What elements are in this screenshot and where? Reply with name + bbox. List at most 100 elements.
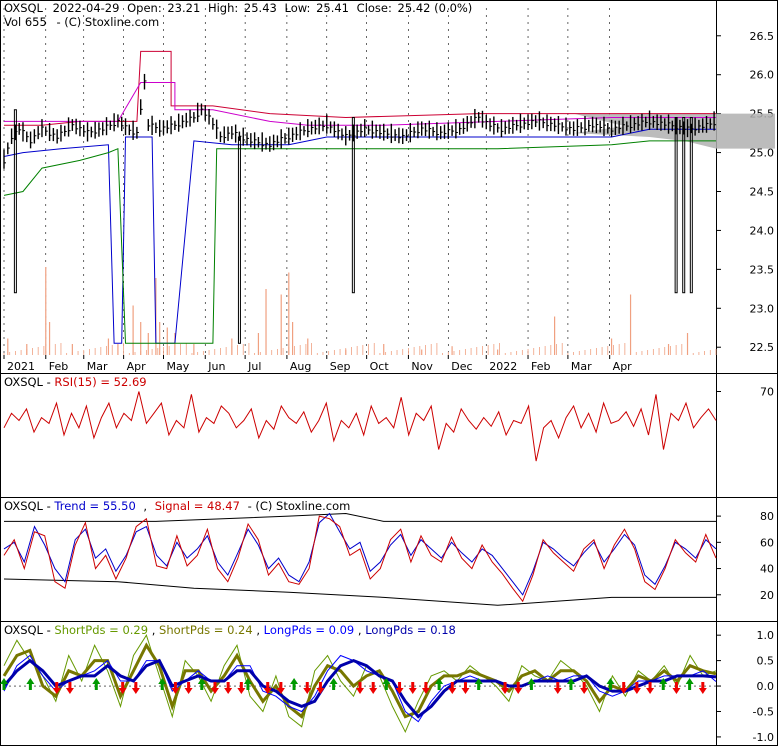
buy-arrow [0, 678, 8, 691]
long-pds-a-label: LongPds = 0.09 [264, 623, 355, 637]
price-x-tick-label: Aug [290, 360, 311, 373]
trend-title-prefix: OXSQL - [4, 499, 54, 513]
trend-y-tick-label: 80 [760, 510, 774, 523]
price-x-tick-label: Feb [531, 360, 550, 373]
buy-arrow [158, 678, 167, 691]
trend-envelope-top [4, 512, 716, 522]
rsi-title: OXSQL - RSI(15) = 52.69 [4, 375, 147, 389]
trend-y-tick-label: 40 [760, 563, 774, 576]
buy-arrow [527, 678, 536, 691]
sell-arrow [619, 682, 628, 695]
price-x-tick-label: Apr [127, 360, 147, 373]
buy-arrow [659, 678, 668, 691]
rsi-frame [0, 373, 778, 498]
price-y-tick-label: 22.5 [750, 341, 775, 354]
long-pds-b-label: LongPds = 0.18 [365, 623, 456, 637]
sell-arrow [698, 682, 707, 695]
sell-arrow [672, 682, 681, 695]
sell-arrow [316, 682, 325, 695]
price-x-tick-label: Mar [571, 360, 592, 373]
price-y-tick-label: 25.0 [750, 147, 775, 160]
price-y-tick-label: 24.5 [750, 186, 775, 199]
header-close: 25.42 (0.0%) [398, 1, 473, 15]
pds-y-tick-label: 1.0 [757, 629, 775, 642]
price-x-tick-label: Mar [87, 360, 108, 373]
price-header-line: OXSQL 2022-04-29 Open: 23.21 High: 25.43… [4, 1, 472, 15]
header-high: 25.43 [244, 1, 277, 15]
trend-series-label: Trend = 55.50 [53, 499, 135, 513]
price-y-tick-label: 24.0 [750, 224, 775, 237]
buy-arrow [474, 678, 483, 691]
sell-arrow [65, 682, 74, 695]
buy-arrow [92, 678, 101, 691]
price-x-tick-label: May [166, 360, 189, 373]
trend-y-tick-label: 20 [760, 589, 774, 602]
sell-arrow [171, 682, 180, 695]
sell-arrow [369, 682, 378, 695]
trend-title: OXSQL - Trend = 55.50 , Signal = 48.47 -… [4, 499, 350, 513]
header-date: 2022-04-29 [53, 1, 120, 15]
header-copyright: - (C) Stoxline.com [56, 15, 159, 29]
header-open: 23.21 [167, 1, 200, 15]
header-low-label: Low: [285, 1, 311, 15]
price-subheader-line: Vol 655 - (C) Stoxline.com [4, 15, 159, 29]
buy-arrow [197, 678, 206, 691]
pds-title: OXSQL - ShortPds = 0.29 , ShortPds = 0.2… [4, 623, 456, 637]
sell-arrow [448, 682, 457, 695]
pds-y-tick-label: -1.0 [753, 731, 774, 744]
buy-arrow [685, 678, 694, 691]
sell-arrow [276, 682, 285, 695]
price-cloud [573, 113, 775, 149]
header-symbol: OXSQL [4, 1, 44, 15]
price-spike-bar [237, 136, 241, 344]
sell-arrow [514, 682, 523, 695]
trend-line [3, 512, 717, 596]
sell-arrow [395, 682, 404, 695]
header-low: 25.41 [316, 1, 349, 15]
sell-arrow [461, 682, 470, 695]
pds-y-tick-label: 0.5 [757, 655, 775, 668]
rsi-panel: 70 [0, 373, 778, 498]
trend-envelope-bottom [3, 578, 716, 606]
sell-arrow [421, 682, 430, 695]
price-y-tick-label: 26.0 [750, 69, 775, 82]
sell-arrow [408, 682, 417, 695]
pds-panel: 1.0 0.5 0.0 -0.5 -1.0 [0, 621, 778, 746]
sell-arrow [237, 682, 246, 695]
price-x-tick-label: Sep [330, 360, 351, 373]
rsi-title-prefix: OXSQL - [4, 375, 54, 389]
sell-arrow [303, 682, 312, 695]
buy-arrow [435, 678, 444, 691]
header-open-label: Open: [127, 1, 162, 15]
sell-arrow [131, 682, 140, 695]
pds-y-tick-label: -0.5 [753, 705, 774, 718]
price-x-tick-label: Apr [613, 360, 633, 373]
rsi-y-tick-label: 70 [760, 386, 774, 399]
pds-y-tick-label: 0.0 [757, 680, 775, 693]
buy-arrow [243, 678, 252, 691]
sell-arrow [501, 682, 510, 695]
sell-arrow [263, 682, 272, 695]
trend-y-tick-label: 60 [760, 536, 774, 549]
price-panel: 22.523.023.524.024.525.025.526.026.52021… [0, 0, 778, 374]
buy-arrow [606, 678, 615, 691]
long-pds-a-line [3, 654, 717, 723]
price-spike-bar [13, 109, 17, 294]
short-pds-b-label: ShortPds = 0.24 [159, 623, 253, 637]
buy-arrow [290, 678, 299, 691]
price-y-tick-label: 23.5 [750, 263, 775, 276]
price-spike-bar [689, 117, 693, 294]
pds-title-prefix: OXSQL - [4, 623, 54, 637]
long-band-line [3, 140, 716, 344]
buy-arrow [382, 678, 391, 691]
price-spike-bar [682, 117, 686, 294]
signal-line [3, 515, 717, 603]
sell-arrow [632, 682, 641, 695]
price-x-tick-label: Jun [207, 360, 225, 373]
buy-arrow [26, 678, 35, 691]
price-spike-bar [351, 117, 355, 294]
long-pds-b-line [2, 658, 717, 719]
sell-arrow [580, 682, 589, 695]
price-y-tick-label: 26.5 [750, 30, 775, 43]
price-x-tick-label: Dec [451, 360, 472, 373]
